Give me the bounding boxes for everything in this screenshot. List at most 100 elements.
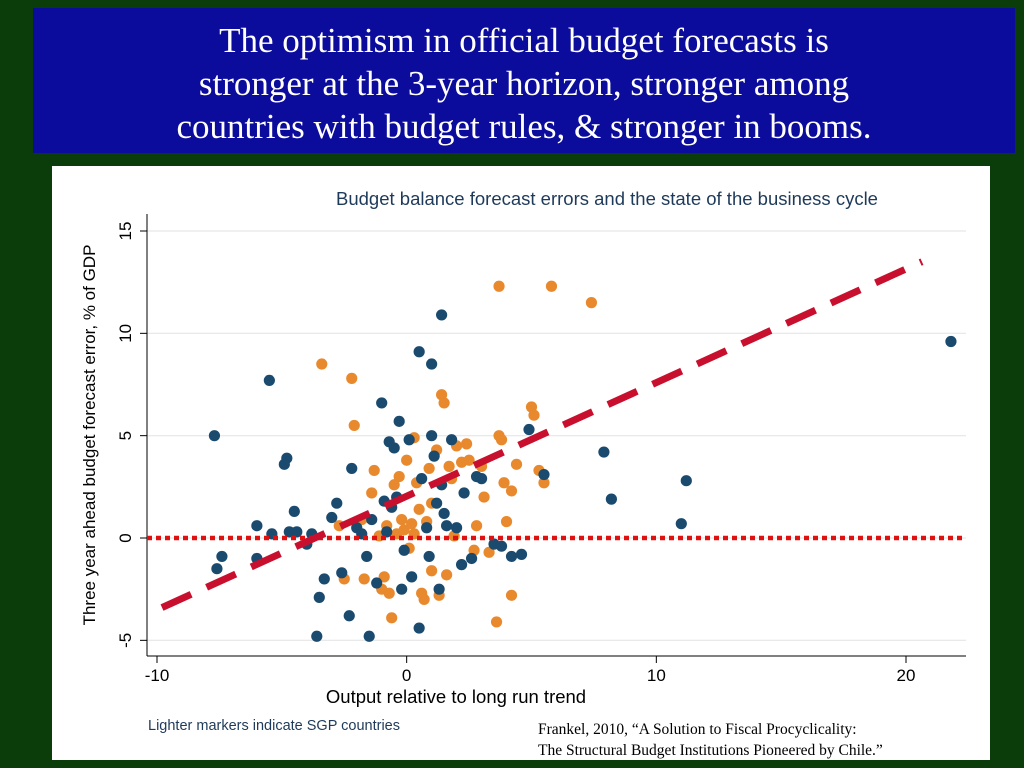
sgp-data-point	[418, 593, 430, 605]
sgp-data-point	[366, 487, 378, 499]
non-sgp-data-point	[515, 548, 528, 560]
sgp-data-point	[438, 397, 450, 409]
sgp-data-point	[316, 358, 328, 370]
non-sgp-data-point	[426, 430, 438, 442]
sgp-note: Lighter markers indicate SGP countries	[148, 718, 400, 734]
non-sgp-data-point	[311, 630, 323, 642]
sgp-data-point	[398, 524, 410, 536]
sgp-data-point	[358, 573, 370, 585]
sgp-data-point	[463, 454, 475, 466]
y-tick-label: 10	[116, 324, 135, 343]
sgp-data-point	[386, 612, 398, 624]
sgp-data-point	[426, 565, 438, 577]
non-sgp-data-point	[433, 583, 445, 595]
sgp-data-point	[505, 485, 518, 497]
sgp-data-point	[510, 458, 523, 470]
non-sgp-data-point	[396, 583, 408, 595]
non-sgp-data-point	[458, 487, 470, 499]
non-sgp-data-point	[381, 526, 393, 538]
x-tick-label: 20	[897, 666, 916, 685]
sgp-data-point	[423, 462, 435, 475]
sgp-data-point	[413, 503, 425, 515]
non-sgp-data-point	[288, 505, 300, 517]
non-sgp-data-point	[216, 550, 228, 563]
sgp-data-point	[396, 513, 408, 526]
non-sgp-data-point	[680, 475, 692, 487]
non-sgp-data-point	[403, 434, 415, 446]
non-sgp-markers	[208, 309, 957, 642]
non-sgp-data-point	[388, 442, 400, 454]
chart-panel: Budget balance forecast errors and the s…	[52, 166, 990, 760]
y-tick-label: -5	[116, 633, 135, 648]
axes: -5 0 5 10 15 -10 0 10 20	[116, 214, 966, 685]
non-sgp-data-point	[361, 550, 373, 563]
non-sgp-data-point	[426, 358, 438, 370]
regression-trend-line	[160, 258, 924, 611]
overlay-lines	[147, 258, 966, 611]
x-tick-label: -10	[145, 666, 170, 685]
x-axis-label: Output relative to long run trend	[326, 686, 586, 707]
non-sgp-data-point	[398, 544, 410, 556]
sgp-data-point	[368, 464, 380, 477]
non-sgp-data-point	[423, 550, 435, 563]
slide-title-line-3: countries with budget rules, & stronger …	[176, 107, 872, 146]
sgp-data-point	[401, 454, 413, 466]
citation-line-2: The Structural Budget Institutions Pione…	[538, 742, 883, 759]
sgp-data-point	[538, 477, 550, 489]
sgp-data-point	[346, 372, 358, 384]
sgp-data-point	[388, 479, 400, 491]
sgp-data-point	[378, 571, 390, 583]
sgp-data-point	[441, 569, 453, 581]
non-sgp-data-point	[431, 497, 443, 509]
sgp-data-point	[483, 546, 495, 558]
sgp-data-point	[585, 297, 598, 309]
non-sgp-data-point	[291, 526, 303, 538]
sgp-data-point	[348, 419, 360, 432]
y-tick-label: 15	[116, 222, 135, 241]
sgp-data-point	[478, 491, 490, 503]
y-axis-label: Three year ahead budget forecast error, …	[80, 245, 99, 626]
sgp-data-point	[393, 471, 405, 483]
non-sgp-data-point	[446, 434, 458, 446]
sgp-data-point	[460, 438, 473, 450]
plot-area	[147, 214, 966, 656]
y-tick-label: 0	[116, 533, 135, 542]
non-sgp-data-point	[451, 522, 463, 534]
non-sgp-data-point	[428, 450, 440, 462]
slide-title: The optimism in official budget forecast…	[33, 8, 1015, 153]
non-sgp-data-point	[363, 630, 375, 642]
x-tick-label: 10	[647, 666, 666, 685]
non-sgp-data-point	[208, 430, 221, 442]
non-sgp-data-point	[331, 497, 343, 509]
non-sgp-data-point	[406, 571, 418, 583]
non-sgp-data-point	[436, 309, 448, 321]
non-sgp-data-point	[313, 591, 325, 603]
non-sgp-data-point	[538, 468, 550, 481]
non-sgp-data-point	[441, 520, 453, 532]
non-sgp-data-point	[346, 462, 358, 475]
non-sgp-data-point	[416, 473, 428, 485]
non-sgp-data-point	[605, 493, 617, 505]
y-tick-label: 5	[116, 431, 135, 440]
sgp-data-point	[443, 460, 455, 472]
sgp-data-point	[545, 280, 558, 292]
sgp-data-point	[498, 477, 510, 489]
non-sgp-data-point	[376, 397, 388, 409]
non-sgp-data-point	[326, 511, 338, 524]
non-sgp-data-point	[251, 520, 263, 532]
non-sgp-data-point	[523, 423, 535, 436]
non-sgp-data-point	[413, 622, 425, 634]
non-sgp-data-point	[336, 567, 348, 579]
sgp-data-point	[470, 520, 483, 532]
non-sgp-data-point	[495, 540, 508, 552]
sgp-data-point	[495, 434, 508, 446]
sgp-data-point	[500, 516, 513, 528]
sgp-data-point	[383, 587, 395, 599]
non-sgp-data-point	[505, 550, 518, 563]
sgp-data-point	[406, 518, 418, 530]
slide-title-line-1: The optimism in official budget forecast…	[219, 21, 829, 60]
citation: Frankel, 2010, “A Solution to Fiscal Pro…	[538, 719, 883, 761]
citation-line-1: Frankel, 2010, “A Solution to Fiscal Pro…	[538, 721, 857, 738]
sgp-data-point	[505, 589, 518, 601]
non-sgp-data-point	[438, 507, 450, 520]
